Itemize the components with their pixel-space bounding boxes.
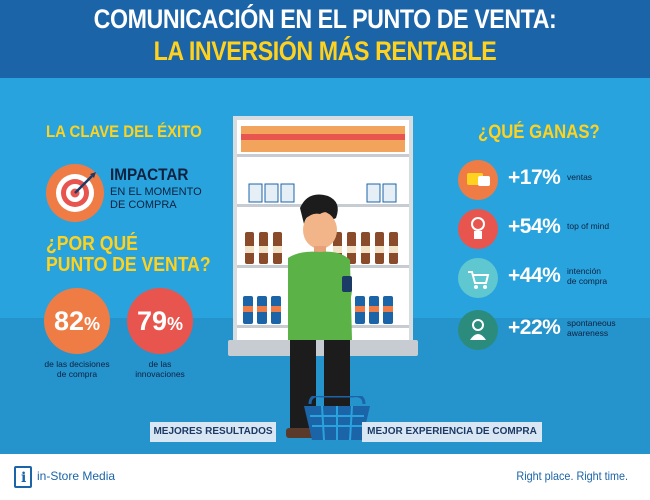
stat-value: 79 [136,306,168,336]
why-heading-2: PUNTO DE VENTA? [46,254,211,276]
shelf-base [228,340,418,356]
gain-label: intención de compra [567,266,647,286]
title-line-1: COMUNICACIÓN EN EL PUNTO DE VENTA: [93,4,557,34]
gain-label: top of mind [567,221,647,231]
impact-title: IMPACTAR [110,165,189,184]
gain-value: +44% [508,264,561,287]
stat-caption-line: de las decisiones [44,359,110,369]
gain-row-purchase-intent: +44% intención de compra [458,258,648,298]
stat-unit: % [167,314,184,334]
gain-label-line: intención [567,266,602,276]
shopping-cart-icon [458,258,498,298]
stat-value: 82 [53,306,85,336]
gain-label-line: spontaneous [567,318,616,328]
gain-row-top-of-mind: +54% top of mind [458,209,648,249]
gain-label: ventas [567,172,647,182]
stat-circle-82: 82% [44,288,110,354]
gains-heading: ¿QUÉ GANAS? [478,122,600,143]
gain-label: spontaneous awareness [567,318,647,338]
stat-caption-line: innovaciones [135,369,185,379]
why-heading-1: ¿POR QUÉ [46,233,138,255]
logo-letter: i [21,470,27,486]
stat-unit: % [84,314,101,334]
results-label: MEJORES RESULTADOS [150,422,276,442]
gain-label-line: ventas [567,172,593,182]
gain-value: +22% [508,316,561,339]
tagline: Right place. Right time. [516,469,628,483]
brand-name: in-Store Media [37,469,116,483]
target-icon [46,164,104,222]
title-line-2: LA INVERSIÓN MÁS RENTABLE [153,36,497,66]
stat-caption-line: de compra [56,369,98,379]
experience-label: MEJOR EXPERIENCIA DE COMPRA [362,422,542,442]
stat-caption-line: de las [148,359,172,369]
idea-hand-icon [458,209,498,249]
main-panel: LA CLAVE DEL ÉXITO IMPACTAR EN EL MOMENT… [0,78,650,454]
gain-row-sales: +17% ventas [458,160,648,200]
shelf-row-boxes [241,126,405,152]
gain-label-line: top of mind [567,221,610,231]
header-banner: COMUNICACIÓN EN EL PUNTO DE VENTA: LA IN… [0,0,650,78]
sales-card-icon [458,160,498,200]
impact-subtitle-2: DE COMPRA [110,199,177,211]
gain-label-line: awareness [567,328,609,338]
stat-circle-79: 79% [127,288,193,354]
footer: i in-Store Media Right place. Right time… [0,454,650,500]
person-target-icon [458,310,498,350]
gain-value: +17% [508,166,561,189]
gain-label-line: de compra [567,276,608,286]
stat-caption-79: de las innovaciones [119,359,201,379]
gain-value: +54% [508,215,561,238]
shopping-basket-icon [302,394,372,442]
key-heading: LA CLAVE DEL ÉXITO [46,122,202,141]
impact-subtitle-1: EN EL MOMENTO [110,186,202,198]
stat-caption-82: de las decisiones de compra [36,359,118,379]
brand-logo-icon: i [14,466,32,488]
gain-row-awareness: +22% spontaneous awareness [458,310,648,350]
